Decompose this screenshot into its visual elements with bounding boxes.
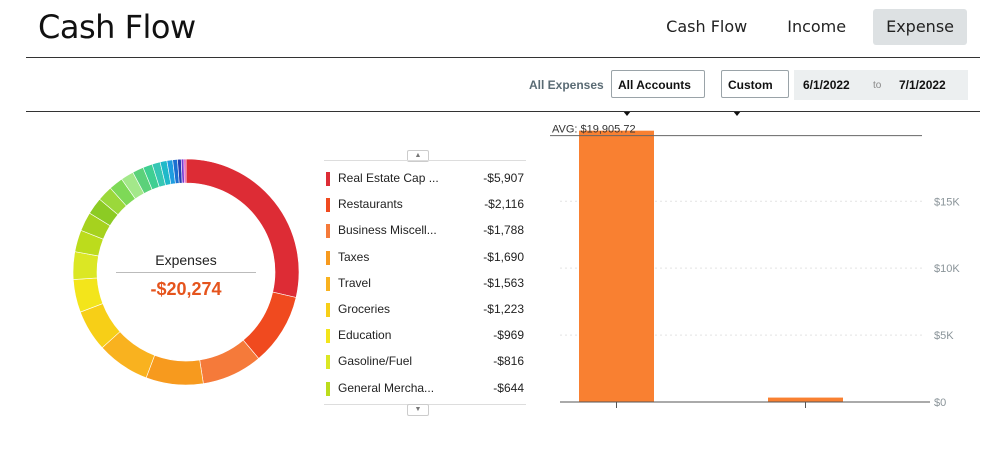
- expense-bar[interactable]: [768, 397, 843, 402]
- legend-swatch: [326, 355, 330, 370]
- legend-name: Education: [338, 328, 392, 343]
- tab-income[interactable]: Income: [787, 17, 847, 36]
- tab-expense[interactable]: Expense: [873, 9, 967, 45]
- legend-value: -$1,563: [483, 275, 524, 290]
- expense-bar-chart: $0 $5K $10K $15K AVG: $19,905.72: [550, 124, 960, 409]
- donut-slice[interactable]: [145, 354, 204, 386]
- donut-slice[interactable]: [242, 291, 297, 359]
- legend-name: General Mercha...: [338, 380, 435, 395]
- legend-item[interactable]: Travel -$1,563: [324, 269, 526, 295]
- donut-total: -$20,274: [150, 279, 222, 299]
- legend-swatch: [326, 303, 330, 317]
- date-range-dropdown[interactable]: Custom: [721, 70, 789, 117]
- donut-slice[interactable]: [72, 251, 99, 280]
- legend-swatch: [326, 250, 330, 265]
- legend-scroll-down-button[interactable]: ▼: [407, 404, 429, 416]
- legend-item[interactable]: Education -$969: [324, 321, 526, 347]
- date-separator: to: [873, 80, 882, 91]
- legend-swatch: [326, 381, 330, 396]
- legend-name: Gasoline/Fuel: [338, 354, 413, 369]
- legend-item[interactable]: Taxes -$1,690: [324, 243, 526, 269]
- accounts-dropdown-label: All Accounts: [618, 78, 691, 92]
- y-tick-label: $0: [934, 397, 946, 409]
- legend-swatch: [326, 198, 330, 213]
- legend-name: Taxes: [338, 249, 370, 264]
- y-tick-label: $15K: [934, 196, 960, 208]
- legend-name: Real Estate Cap ...: [338, 171, 439, 185]
- filter-label: All Expenses: [529, 78, 604, 92]
- legend-value: -$1,690: [483, 249, 524, 264]
- header-divider: [26, 57, 980, 58]
- legend-name: Groceries: [338, 302, 391, 316]
- expense-donut-chart: [72, 158, 300, 386]
- caret-down-icon: [733, 111, 741, 117]
- legend-swatch: [326, 329, 330, 344]
- legend-value: -$1,788: [483, 223, 524, 238]
- caret-down-icon: ▼: [414, 406, 422, 413]
- donut-center: Expenses -$20,274: [116, 248, 256, 300]
- legend-value: -$969: [493, 328, 524, 343]
- donut-label: Expenses: [116, 248, 256, 273]
- legend-value: -$2,116: [484, 197, 524, 212]
- legend-swatch: [326, 224, 330, 239]
- date-range-picker: 6/1/2022 to 7/1/2022: [794, 70, 968, 100]
- end-date-input[interactable]: 7/1/2022: [899, 78, 946, 92]
- legend-item[interactable]: Gasoline/Fuel -$816: [324, 347, 526, 373]
- legend-value: -$816: [493, 354, 524, 369]
- legend-item[interactable]: General Mercha... -$644: [324, 374, 526, 400]
- legend-name: Business Miscell...: [338, 223, 437, 238]
- legend-name: Restaurants: [338, 197, 403, 212]
- expense-bar[interactable]: [579, 130, 654, 403]
- average-label: AVG: $19,905.72: [552, 124, 636, 136]
- start-date-input[interactable]: 6/1/2022: [803, 78, 850, 92]
- legend-item[interactable]: Restaurants -$2,116: [324, 190, 526, 216]
- caret-down-icon: [623, 111, 631, 117]
- legend-value: -$1,223: [483, 302, 524, 316]
- page-title: Cash Flow: [38, 8, 196, 46]
- legend-scroll-up-button[interactable]: ▲: [407, 150, 429, 162]
- y-tick-label: $10K: [934, 263, 960, 275]
- filter-divider: [26, 111, 980, 112]
- view-tabs: Cash Flow Income Expense: [639, 9, 967, 45]
- legend-swatch: [326, 172, 330, 186]
- category-legend: Real Estate Cap ... -$5,907 Restaurants -$2…: [324, 160, 526, 405]
- legend-name: Travel: [338, 275, 371, 290]
- legend-item[interactable]: Real Estate Cap ... -$5,907: [324, 164, 526, 190]
- legend-value: -$5,907: [483, 171, 524, 185]
- donut-slice[interactable]: [183, 158, 187, 184]
- y-tick-label: $5K: [934, 330, 954, 342]
- date-range-dropdown-label: Custom: [728, 78, 773, 92]
- legend-value: -$644: [493, 380, 524, 395]
- tab-cash-flow[interactable]: Cash Flow: [666, 17, 748, 36]
- accounts-dropdown[interactable]: All Accounts: [611, 70, 705, 117]
- legend-item[interactable]: Groceries -$1,223: [324, 295, 526, 321]
- legend-swatch: [326, 276, 330, 291]
- legend-item[interactable]: Business Miscell... -$1,788: [324, 216, 526, 242]
- caret-up-icon: ▲: [414, 152, 422, 159]
